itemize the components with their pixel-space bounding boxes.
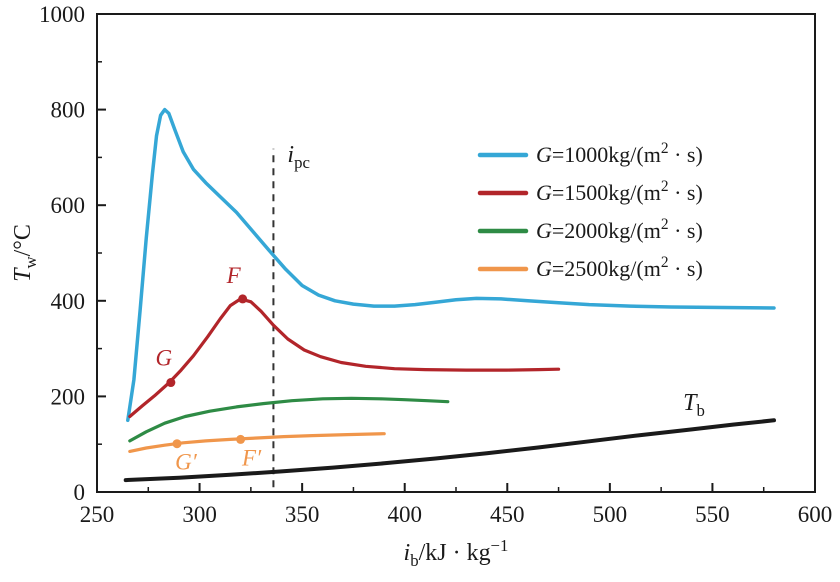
curve-g2500 [128,432,386,453]
x-tick-label: 400 [387,502,422,527]
x-tick-label: 250 [80,502,115,527]
marker-dot [236,434,246,444]
marker-dot [166,378,176,388]
y-tick-label: 800 [51,98,86,123]
x-tick-label: 600 [798,502,833,527]
y-tick-label: 200 [51,384,86,409]
curve-g1500 [128,297,561,419]
marker-dot [238,294,248,304]
tb-curve-label: Tb [683,390,705,420]
y-tick-label: 1000 [39,2,85,27]
x-tick-label: 300 [182,502,217,527]
legend-label-g1000: G=1000kg/(m2 · s) [536,140,703,167]
curve-tb [123,418,776,483]
x-axis-label: ib/kJ · kg−1 [404,536,509,570]
x-tick-label: 450 [490,502,525,527]
plot-frame [96,13,816,493]
marker-label: G′ [175,450,198,475]
y-axis-label: Tw/°C [10,224,40,282]
marker-label: F′ [241,445,262,470]
y-tick-label: 600 [51,193,86,218]
y-tick-label: 0 [74,480,86,505]
curve-g2000 [128,396,450,443]
x-tick-label: 350 [285,502,320,527]
x-tick-label: 550 [695,502,730,527]
y-tick-label: 400 [51,289,86,314]
marker-label: G [156,346,173,371]
ipc-label: ipc [287,142,310,172]
marker-label: F [226,263,242,288]
curve-g1000 [126,107,776,423]
x-tick-label: 500 [593,502,628,527]
legend-label-g1500: G=1500kg/(m2 · s) [536,178,703,205]
legend-label-g2000: G=2000kg/(m2 · s) [536,216,703,243]
marker-dot [172,439,182,449]
legend-label-g2500: G=2500kg/(m2 · s) [536,254,703,281]
